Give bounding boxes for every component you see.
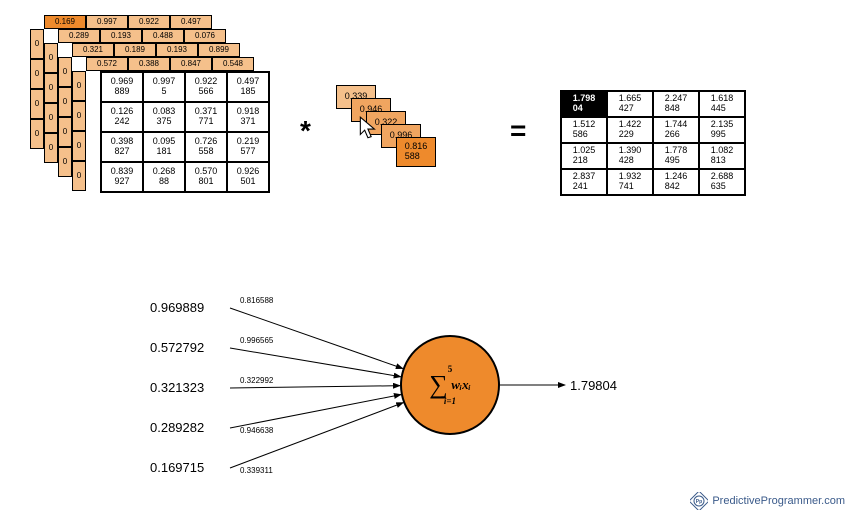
matrix-cell: 0.997 5 [143, 72, 185, 102]
result-cell: 2.837 241 [561, 169, 607, 195]
matrix-cell: 0.268 88 [143, 162, 185, 192]
result-cell: 1.422 229 [607, 117, 653, 143]
result-cell: 1.618 445 [699, 91, 745, 117]
matrix-cell: 0.726 558 [185, 132, 227, 162]
stack-header-cell: 0.847 [170, 57, 212, 71]
neuron-output: 1.79804 [570, 378, 617, 393]
stack-left-cell: 0 [30, 89, 44, 119]
matrix-cell: 0.083 375 [143, 102, 185, 132]
stack-header-cell: 0.997 [86, 15, 128, 29]
stack-left-cell: 0 [44, 133, 58, 163]
matrix-cell: 0.095 181 [143, 132, 185, 162]
stack-header-cell: 0.548 [212, 57, 254, 71]
input-matrix-stack: 0.1690.9970.9220.49700000.2890.1930.4880… [30, 15, 260, 195]
multiply-operator: * [300, 115, 311, 147]
result-cell: 1.778 495 [653, 143, 699, 169]
stack-header-cell: 0.076 [184, 29, 226, 43]
stack-left-cell: 0 [58, 57, 72, 87]
matrix-cell: 0.839 927 [101, 162, 143, 192]
stack-left-cell: 0 [72, 161, 86, 191]
result-cell: 1.025 218 [561, 143, 607, 169]
matrix-cell: 0.219 577 [227, 132, 269, 162]
stack-header-cell: 0.922 [128, 15, 170, 29]
stack-header-cell: 0.321 [72, 43, 114, 57]
result-cell: 2.688 635 [699, 169, 745, 195]
svg-text:Pp: Pp [696, 499, 702, 505]
neuron-input-x: 0.572792 [150, 340, 204, 355]
result-cell: 1.246 842 [653, 169, 699, 195]
neuron-input-x: 0.969889 [150, 300, 204, 315]
matrix-cell: 0.926 501 [227, 162, 269, 192]
stack-left-cell: 0 [44, 73, 58, 103]
stack-left-cell: 0 [72, 101, 86, 131]
summation-formula: 5 ∑ wᵢxᵢ i=1 [429, 364, 471, 406]
stack-left-cell: 0 [72, 71, 86, 101]
matrix-multiplication-diagram: 0.1690.9970.9220.49700000.2890.1930.4880… [0, 15, 865, 215]
stack-header-cell: 0.193 [100, 29, 142, 43]
matrix-cell: 0.398 827 [101, 132, 143, 162]
result-cell: 1.512 586 [561, 117, 607, 143]
result-cell: 1.390 428 [607, 143, 653, 169]
result-cell: 2.135 995 [699, 117, 745, 143]
logo-text: PredictiveProgrammer.com [712, 495, 845, 507]
stack-left-cell: 0 [72, 131, 86, 161]
stack-left-cell: 0 [44, 103, 58, 133]
weight-cell: 0.816 588 [396, 137, 436, 167]
stack-left-cell: 0 [44, 43, 58, 73]
neuron-input-w: 0.816588 [240, 296, 273, 305]
result-cell: 2.247 848 [653, 91, 699, 117]
stack-left-cell: 0 [30, 119, 44, 149]
result-cell: 1.744 266 [653, 117, 699, 143]
stack-header-cell: 0.572 [86, 57, 128, 71]
stack-left-cell: 0 [58, 117, 72, 147]
neuron-input-w: 0.339311 [240, 466, 273, 475]
neuron-input-x: 0.289282 [150, 420, 204, 435]
stack-header-cell: 0.169 [44, 15, 86, 29]
matrix-cell: 0.969 889 [101, 72, 143, 102]
matrix-cell: 0.126 242 [101, 102, 143, 132]
matrix-cell: 0.570 801 [185, 162, 227, 192]
stack-header-cell: 0.289 [58, 29, 100, 43]
stack-header-cell: 0.189 [114, 43, 156, 57]
weight-vector-stack: 0.3390.9460.3220.9960.816 588 [336, 85, 476, 165]
matrix-cell: 0.922 566 [185, 72, 227, 102]
cursor-icon [358, 115, 380, 141]
stack-header-cell: 0.193 [156, 43, 198, 57]
stack-left-cell: 0 [58, 147, 72, 177]
neuron-input-w: 0.996565 [240, 336, 273, 345]
matrix-cell: 0.918 371 [227, 102, 269, 132]
stack-header-cell: 0.899 [198, 43, 240, 57]
neuron-input-w: 0.322992 [240, 376, 273, 385]
neuron-node: 5 ∑ wᵢxᵢ i=1 [400, 335, 500, 435]
result-cell: 1.082 813 [699, 143, 745, 169]
stack-header-cell: 0.488 [142, 29, 184, 43]
stack-left-cell: 0 [58, 87, 72, 117]
neuron-input-w: 0.946638 [240, 426, 273, 435]
neuron-input-x: 0.321323 [150, 380, 204, 395]
result-matrix: 1.798 041.665 4272.247 8481.618 445 1.512… [560, 90, 746, 196]
result-cell: 1.665 427 [607, 91, 653, 117]
stack-left-cell: 0 [30, 29, 44, 59]
neuron-input-x: 0.169715 [150, 460, 204, 475]
matrix-cell: 0.371 771 [185, 102, 227, 132]
stack-header-cell: 0.388 [128, 57, 170, 71]
result-cell: 1.932 741 [607, 169, 653, 195]
matrix-cell: 0.497 185 [227, 72, 269, 102]
front-matrix: 0.969 8890.997 50.922 5660.497 185 0.126 … [100, 71, 270, 193]
neuron-diagram: 0.969889 0.816588 0.572792 0.996565 0.321323… [0, 290, 865, 520]
stack-header-cell: 0.497 [170, 15, 212, 29]
equals-operator: = [510, 115, 526, 147]
result-cell: 1.798 04 [561, 91, 607, 117]
stack-left-cell: 0 [30, 59, 44, 89]
logo-icon: Pp [690, 492, 708, 510]
logo: Pp PredictiveProgrammer.com [690, 492, 845, 510]
